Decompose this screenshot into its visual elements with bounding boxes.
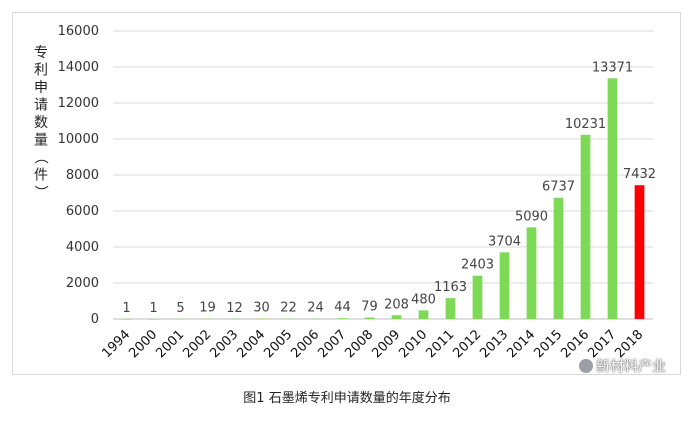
bar bbox=[283, 318, 294, 320]
data-label: 5 bbox=[176, 301, 184, 316]
bar bbox=[175, 318, 186, 320]
bar bbox=[634, 185, 645, 319]
bar bbox=[337, 318, 348, 319]
bar bbox=[553, 197, 564, 319]
x-tick-label: 2004 bbox=[234, 327, 268, 361]
data-label: 1163 bbox=[434, 280, 467, 295]
y-axis-title-char: 利 bbox=[34, 63, 48, 79]
x-tick-label: 2007 bbox=[315, 327, 349, 361]
y-axis-title-char: 量 bbox=[34, 133, 48, 149]
x-tick-label: 2002 bbox=[180, 327, 214, 361]
y-axis-title-char: 数 bbox=[34, 115, 48, 131]
bar bbox=[472, 275, 483, 319]
bar bbox=[202, 318, 213, 320]
x-tick-label: 2001 bbox=[153, 327, 187, 361]
x-tick-label: 1994 bbox=[99, 327, 133, 361]
y-tick-label: 10000 bbox=[58, 132, 99, 147]
x-tick-label: 2013 bbox=[477, 327, 511, 361]
bar bbox=[580, 134, 591, 319]
bar bbox=[229, 318, 240, 320]
bars bbox=[121, 78, 645, 320]
y-axis-title: 专利申请数量（ 件） bbox=[32, 45, 48, 199]
y-tick-label: 2000 bbox=[66, 276, 99, 291]
bar bbox=[364, 317, 375, 319]
bar bbox=[418, 310, 429, 319]
data-label: 3704 bbox=[488, 234, 521, 249]
wechat-logo-icon bbox=[579, 359, 593, 373]
data-label: 1 bbox=[122, 301, 130, 316]
y-tick-label: 4000 bbox=[66, 240, 99, 255]
data-label: 22 bbox=[280, 301, 297, 316]
data-label: 19 bbox=[199, 301, 216, 316]
watermark-text: 新材料产业 bbox=[596, 359, 666, 375]
bar bbox=[526, 227, 537, 319]
watermark: 新材料产业 bbox=[579, 356, 666, 376]
bar bbox=[607, 78, 618, 320]
y-axis-title-char: ） bbox=[32, 185, 48, 199]
bar bbox=[256, 318, 267, 320]
data-label: 5090 bbox=[515, 209, 548, 224]
y-tick-label: 6000 bbox=[66, 204, 99, 219]
x-tick-label: 2015 bbox=[531, 327, 565, 361]
x-tick-label: 2011 bbox=[423, 327, 457, 361]
y-tick-label: 0 bbox=[91, 312, 99, 327]
y-axis-title-char: （ bbox=[32, 150, 48, 164]
data-label: 30 bbox=[253, 300, 270, 315]
x-tick-label: 2008 bbox=[342, 327, 376, 361]
bar bbox=[391, 315, 402, 319]
y-tick-label: 8000 bbox=[66, 168, 99, 183]
data-label: 10231 bbox=[565, 117, 606, 132]
bar bbox=[148, 318, 159, 320]
x-tick-label: 2009 bbox=[369, 327, 403, 361]
figure-caption: 图1 石墨烯专利申请数量的年度分布 bbox=[243, 391, 451, 406]
data-label: 44 bbox=[334, 300, 351, 315]
y-axis-title-char: 件 bbox=[34, 168, 48, 184]
data-label: 79 bbox=[361, 300, 378, 315]
data-label: 12 bbox=[226, 301, 243, 316]
data-label: 480 bbox=[411, 292, 436, 307]
y-tick-label: 16000 bbox=[58, 24, 99, 39]
x-tick-label: 2003 bbox=[207, 327, 241, 361]
bar bbox=[310, 318, 321, 320]
gridlines bbox=[113, 30, 653, 320]
bar bbox=[499, 252, 510, 319]
data-label: 1 bbox=[149, 301, 157, 316]
data-label: 24 bbox=[307, 301, 324, 316]
x-tick-label: 2000 bbox=[126, 327, 160, 361]
y-tick-label: 12000 bbox=[58, 96, 99, 111]
data-label: 6737 bbox=[542, 180, 575, 195]
x-tick-label: 2005 bbox=[261, 327, 295, 361]
x-tick-label: 2014 bbox=[504, 327, 538, 361]
y-axis-title-char: 请 bbox=[34, 98, 48, 114]
bar bbox=[445, 298, 456, 319]
x-tick-label: 2012 bbox=[450, 327, 484, 361]
y-axis-ticks: 0 2000 4000 6000 8000 10000 12000 14000 16000 bbox=[58, 24, 99, 327]
x-tick-label: 2006 bbox=[288, 327, 322, 361]
data-label: 208 bbox=[384, 297, 409, 312]
data-label: 13371 bbox=[592, 60, 633, 75]
data-label: 7432 bbox=[623, 167, 656, 182]
y-axis-title-char: 申 bbox=[34, 80, 48, 96]
x-tick-label: 2010 bbox=[396, 327, 430, 361]
x-axis-ticks: 1994200020012002200320042005200620072008… bbox=[99, 327, 646, 361]
data-label: 2403 bbox=[461, 258, 494, 273]
y-tick-label: 14000 bbox=[58, 60, 99, 75]
bar bbox=[121, 318, 132, 320]
y-axis-title-char: 专 bbox=[34, 45, 48, 61]
